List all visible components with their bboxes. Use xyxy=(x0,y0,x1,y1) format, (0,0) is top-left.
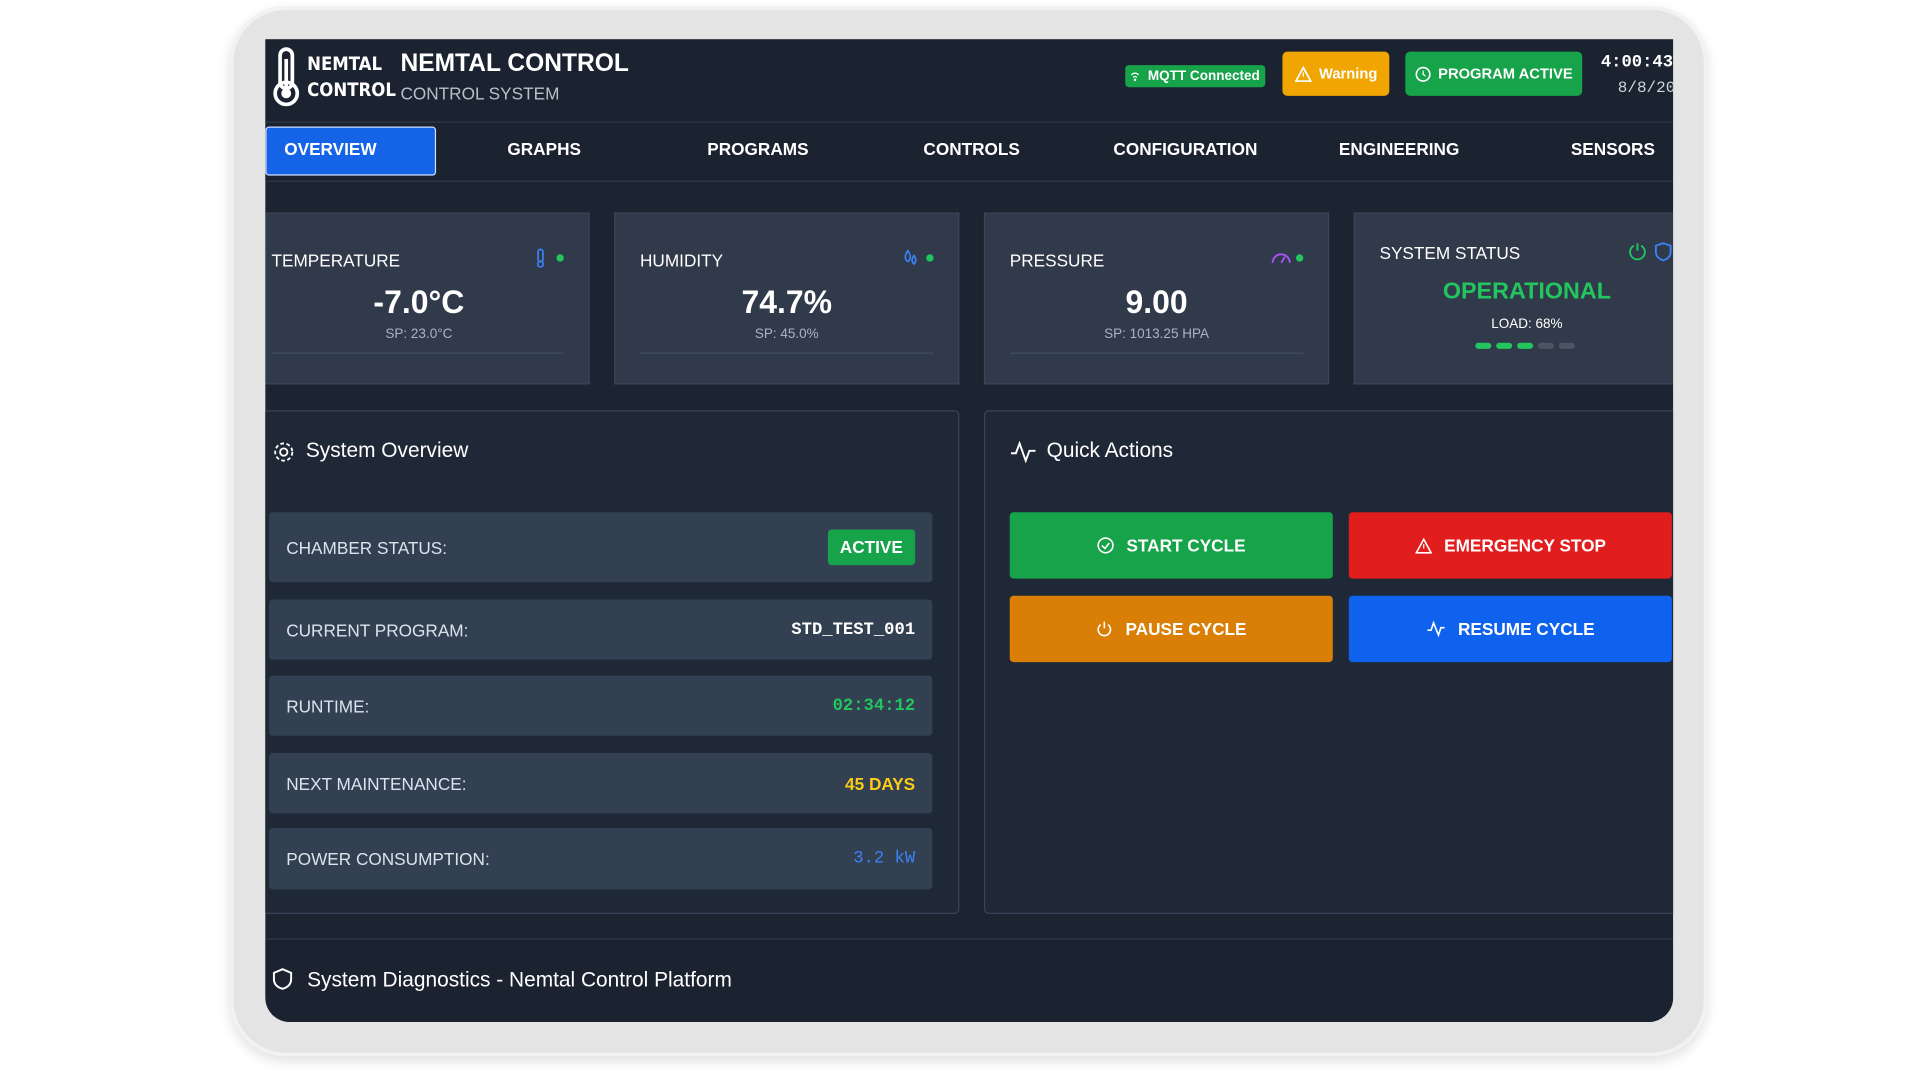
clock-date: 8/8/20 xyxy=(1617,78,1674,98)
status-badge: ACTIVE xyxy=(827,529,916,566)
activity-icon xyxy=(1427,620,1445,638)
start-cycle-button[interactable]: START CYCLE xyxy=(1009,512,1333,579)
overview-row: POWER CONSUMPTION: 3.2 kW xyxy=(269,827,933,890)
load-indicator xyxy=(1475,342,1575,349)
card-icon xyxy=(904,249,934,266)
overview-row: NEXT MAINTENANCE: 45 DAYS xyxy=(269,753,933,814)
row-label: CHAMBER STATUS: xyxy=(286,538,448,558)
logo-text: NEMTAL xyxy=(307,52,383,75)
row-value: STD_TEST_001 xyxy=(791,620,916,640)
card-label: HUMIDITY xyxy=(639,250,724,271)
row-value: 3.2 kW xyxy=(853,848,916,869)
divider xyxy=(639,352,934,354)
nav-tab[interactable]: PROGRAMS xyxy=(707,138,809,159)
mqtt-badge: MQTT Connected xyxy=(1125,65,1266,88)
button-label: START CYCLE xyxy=(1126,535,1246,556)
logo-icon xyxy=(273,47,300,107)
nav-tab[interactable]: CONFIGURATION xyxy=(1113,138,1258,159)
app-title: NEMTAL CONTROL xyxy=(400,50,629,78)
diagnostics-title: System Diagnostics - Nemtal Control Plat… xyxy=(307,967,732,992)
nav-tab[interactable]: GRAPHS xyxy=(507,138,581,159)
card-icon xyxy=(1271,253,1304,264)
row-value: 02:34:12 xyxy=(832,696,916,717)
system-overview-panel: System Overview CHAMBER STATUS: ACTIVE C… xyxy=(265,410,960,914)
status-icons xyxy=(1629,242,1672,262)
wifi-icon xyxy=(1131,72,1140,82)
screen: NEMTAL CONTROL NEMTAL CONTROL CONTROL SY… xyxy=(265,39,1674,1023)
card-setpoint: SP: 23.0°C xyxy=(385,326,453,342)
warning-icon xyxy=(1414,537,1432,553)
card-setpoint: SP: 1013.25 HPA xyxy=(1104,326,1209,342)
app-subtitle: CONTROL SYSTEM xyxy=(400,83,560,104)
check-icon xyxy=(1097,537,1114,554)
header: NEMTAL CONTROL NEMTAL CONTROL CONTROL SY… xyxy=(265,39,1674,123)
logo-text: CONTROL xyxy=(307,78,396,101)
pressure-card: PRESSURE 9.00 SP: 1013.25 HPA xyxy=(983,212,1330,385)
divider xyxy=(271,352,564,354)
quick-actions-panel: Quick Actions START CYCLE EMERGENCY STOP… xyxy=(983,410,1674,914)
program-status: PROGRAM ACTIVE xyxy=(1405,51,1583,96)
row-label: CURRENT PROGRAM: xyxy=(286,620,469,640)
overview-row: CHAMBER STATUS: ACTIVE xyxy=(269,512,933,583)
warning-icon xyxy=(1294,65,1312,82)
emergency-stop-button[interactable]: EMERGENCY STOP xyxy=(1348,512,1672,579)
program-status-text: PROGRAM ACTIVE xyxy=(1438,65,1573,83)
nav-tab[interactable]: CONTROLS xyxy=(923,138,1020,159)
status-value: OPERATIONAL xyxy=(1442,278,1611,305)
card-value: 9.00 xyxy=(1125,283,1188,321)
divider xyxy=(1009,352,1304,354)
pause-cycle-button[interactable]: PAUSE CYCLE xyxy=(1009,595,1333,663)
status-load: LOAD: 68% xyxy=(1491,316,1563,332)
card-label: TEMPERATURE xyxy=(271,250,401,271)
activity-icon xyxy=(1010,440,1036,464)
overview-row: RUNTIME: 02:34:12 xyxy=(269,675,933,736)
nav-tab[interactable]: SENSORS xyxy=(1570,138,1655,159)
card-icon xyxy=(536,248,564,268)
nav-tab-active[interactable]: OVERVIEW xyxy=(284,138,377,159)
clock-icon xyxy=(1415,66,1431,82)
row-value: 45 DAYS xyxy=(845,773,916,794)
status-card: SYSTEM STATUS OPERATIONAL LOAD: 68% xyxy=(1353,212,1674,385)
warning-button[interactable]: Warning xyxy=(1282,51,1390,96)
humidity-card: HUMIDITY 74.7% SP: 45.0% xyxy=(614,212,960,385)
shield-icon xyxy=(272,968,293,990)
power-icon xyxy=(1097,621,1112,637)
button-label: PAUSE CYCLE xyxy=(1125,619,1247,639)
nav-tab[interactable]: ENGINEERING xyxy=(1338,138,1460,159)
card-label: SYSTEM STATUS xyxy=(1379,243,1521,263)
button-label: EMERGENCY STOP xyxy=(1444,535,1606,556)
temperature-card: TEMPERATURE -7.0°C SP: 23.0°C xyxy=(265,212,590,385)
panel-title: Quick Actions xyxy=(1046,438,1174,462)
nav-bar: OVERVIEW GRAPHS PROGRAMS CONTROLS CONFIGURAT… xyxy=(265,122,1674,182)
button-label: RESUME CYCLE xyxy=(1457,619,1595,639)
card-label: PRESSURE xyxy=(1009,250,1105,271)
card-value: 74.7% xyxy=(741,283,833,321)
diagnostics-section: System Diagnostics - Nemtal Control Plat… xyxy=(265,938,1674,1023)
gear-icon xyxy=(274,442,294,462)
overview-row: CURRENT PROGRAM: STD_TEST_001 xyxy=(269,599,933,660)
warning-text: Warning xyxy=(1318,65,1378,83)
active-tab xyxy=(265,126,437,176)
clock-time: 4:00:43 xyxy=(1600,52,1674,73)
mqtt-text: MQTT Connected xyxy=(1147,68,1260,84)
row-label: RUNTIME: xyxy=(286,696,370,717)
card-value: -7.0°C xyxy=(373,283,465,321)
panel-title: System Overview xyxy=(305,438,469,462)
row-label: NEXT MAINTENANCE: xyxy=(286,773,467,794)
card-setpoint: SP: 45.0% xyxy=(754,326,819,342)
resume-cycle-button[interactable]: RESUME CYCLE xyxy=(1348,595,1672,663)
row-label: POWER CONSUMPTION: xyxy=(286,848,490,869)
